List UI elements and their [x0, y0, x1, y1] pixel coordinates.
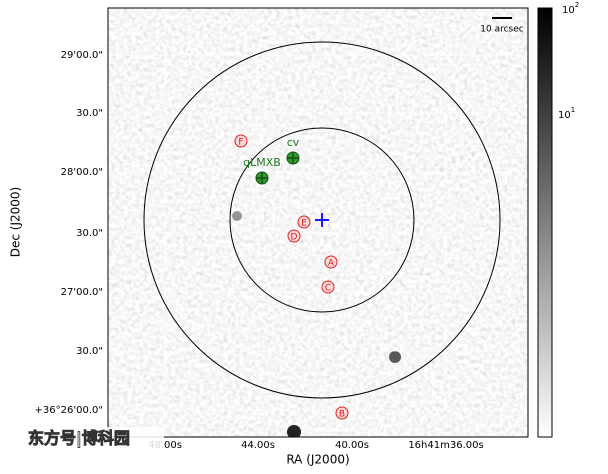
y-tick-label: 28'00.0" [61, 167, 103, 178]
source-label: A [328, 259, 335, 269]
source-marker [287, 229, 301, 243]
grid [108, 8, 528, 437]
star [389, 351, 401, 363]
source-label: F [238, 138, 243, 148]
source-cross [287, 152, 299, 164]
colorbar-tick: 101 [558, 106, 575, 121]
y-tick-label: 30.0" [76, 108, 103, 119]
watermark-bg [24, 427, 164, 451]
source-marker [324, 255, 338, 269]
x-tick-label: 48.00s [148, 440, 182, 451]
y-tick-label: 30.0" [76, 346, 103, 357]
x-tick-label: 40.00s [335, 440, 369, 451]
y-label: Dec (J2000) [9, 187, 23, 257]
source-cross [256, 172, 268, 184]
image-overlay [232, 211, 401, 437]
source-marker [297, 215, 311, 229]
colorbar [537, 7, 553, 438]
source-label: B [339, 410, 345, 420]
source-label: C [325, 284, 331, 294]
y-tick-label: 27'00.0" [61, 287, 103, 298]
ticks: 48.00s 44.00s 40.00s 16h41m36.00s 29'00.0" 30… [35, 50, 484, 451]
star [232, 211, 242, 221]
source-label: cv [287, 136, 300, 149]
x-label: RA (J2000) [286, 453, 349, 467]
star [287, 425, 301, 437]
source-label: qLMXB [243, 156, 281, 169]
inner-circle [229, 127, 415, 313]
sky-image [108, 8, 528, 437]
x-tick-label: 16h41m36.00s [408, 440, 483, 451]
source-label: E [301, 219, 307, 229]
source-marker [234, 134, 248, 148]
y-tick-label: 29'00.0" [61, 50, 103, 61]
y-tick-label: 30.0" [76, 228, 103, 239]
watermark: 东方号|博科园 [28, 429, 130, 449]
outer-circle [143, 41, 501, 399]
colorbar-tick: 102 [562, 1, 579, 16]
x-tick-label: 44.00s [241, 440, 275, 451]
source-marker [335, 406, 349, 420]
y-tick-label: +36°26'00.0" [35, 405, 103, 416]
center-cross [315, 213, 329, 227]
source-label: D [291, 233, 298, 243]
frame [107, 7, 529, 438]
scale-label: 10 arcsec [480, 25, 524, 35]
source-marker [321, 280, 335, 294]
